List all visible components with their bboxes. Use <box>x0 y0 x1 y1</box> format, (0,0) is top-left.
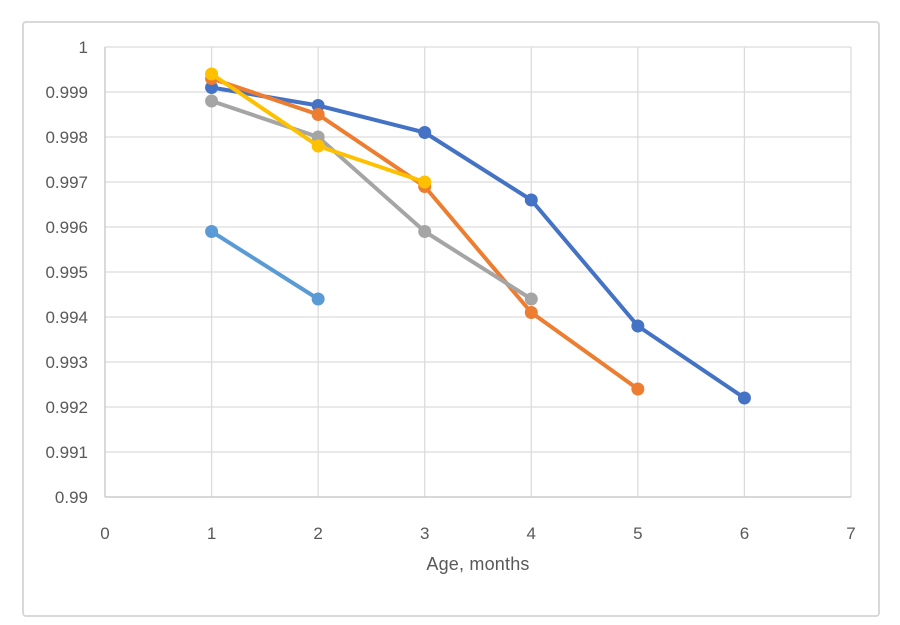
data-point-orange <box>311 108 325 121</box>
data-point-orange <box>524 306 538 319</box>
data-point-dark-blue <box>524 193 538 207</box>
x-tick-label: 1 <box>207 524 216 543</box>
x-tick-label: 3 <box>420 524 429 543</box>
data-point-dark-blue <box>631 319 645 333</box>
data-point-gray <box>311 130 325 144</box>
y-tick-label: 0.993 <box>45 353 88 372</box>
y-tick-label: 0.996 <box>45 218 88 237</box>
data-point-gray <box>524 292 538 306</box>
data-point-yellow <box>418 175 432 189</box>
data-point-dark-blue <box>311 99 325 112</box>
x-tick-label: 7 <box>846 524 855 543</box>
x-tick-label: 4 <box>527 524 536 543</box>
data-point-light-blue <box>311 292 325 306</box>
data-point-orange <box>631 382 645 396</box>
y-tick-label: 0.998 <box>45 128 88 147</box>
series-line-dark-blue <box>209 85 747 400</box>
y-tick-label: 0.995 <box>45 263 88 282</box>
data-point-dark-blue <box>418 126 432 139</box>
y-tick-label: 0.992 <box>45 398 88 417</box>
data-point-gray <box>418 225 432 238</box>
x-tick-label: 0 <box>100 524 109 543</box>
series-line-light-blue <box>209 229 321 301</box>
data-point-gray <box>205 94 219 108</box>
y-tick-label: 0.991 <box>45 443 88 462</box>
x-tick-label: 5 <box>633 524 642 543</box>
y-tick-label: 0.994 <box>45 308 88 327</box>
data-point-yellow <box>311 139 325 153</box>
y-tick-label: 1 <box>79 38 88 57</box>
x-tick-label: 6 <box>740 524 749 543</box>
series-line-gray <box>209 99 534 301</box>
chart-frame <box>22 21 880 617</box>
data-point-dark-blue <box>737 391 751 405</box>
data-point-dark-blue <box>205 81 219 94</box>
y-tick-label: 0.997 <box>45 173 88 192</box>
y-tick-label: 0.99 <box>55 488 88 507</box>
data-point-light-blue <box>205 225 219 238</box>
x-axis-title: Age, months <box>426 554 530 574</box>
y-tick-label: 0.999 <box>45 83 88 102</box>
x-tick-label: 2 <box>313 524 322 543</box>
data-point-yellow <box>205 67 219 81</box>
